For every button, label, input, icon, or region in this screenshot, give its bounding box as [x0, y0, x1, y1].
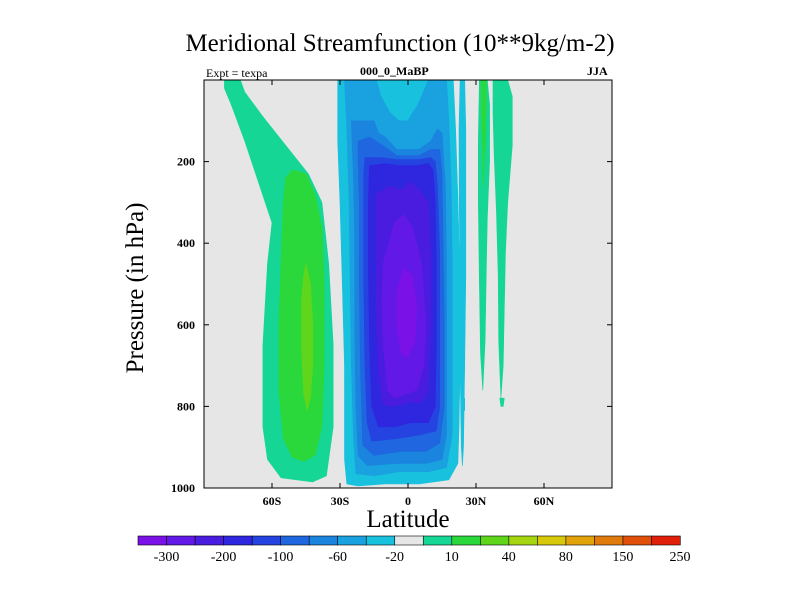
axes: 60S 30S 0 30N 60N 200 400 600 800 1000 — [171, 80, 612, 508]
colorbar-swatch — [422, 535, 453, 546]
colorbar-swatch — [622, 535, 653, 546]
colorbar-swatch — [308, 535, 339, 546]
colorbar-swatch — [280, 535, 310, 546]
colorbar-swatch — [194, 535, 225, 546]
chart-title: Meridional Streamfunction (10**9kg/m-2) — [185, 30, 615, 57]
y-tick-label: 600 — [177, 318, 195, 332]
experiment-label: Expt = texpa — [206, 66, 268, 80]
run-label: 000_0_MaBP — [360, 64, 429, 78]
season-label: JJA — [587, 64, 608, 78]
y-tick-label: 400 — [177, 236, 195, 250]
colorbar-label: -20 — [385, 550, 404, 565]
colorbar-label: -100 — [268, 550, 294, 565]
contour-nh-positive-strip — [477, 80, 490, 391]
x-tick-label: 30S — [331, 494, 350, 508]
contour-sh-positive-core — [301, 263, 314, 411]
colorbar-label: 250 — [670, 550, 691, 565]
colorbar-label: -200 — [211, 550, 237, 565]
contour-nh-positive-strip-core — [480, 80, 487, 187]
contour-layer — [224, 80, 513, 487]
x-tick-label: 0 — [405, 494, 411, 508]
colorbar: -300 -200 -100 -60 -20 10 40 80 150 250 — [137, 535, 691, 565]
colorbar-swatch — [337, 535, 367, 546]
y-tick-label: 800 — [177, 399, 195, 413]
colorbar-swatch — [223, 535, 253, 546]
colorbar-swatch — [537, 535, 567, 546]
contour-sh-positive-sliver — [230, 80, 235, 91]
contour-hadley-inner-core — [396, 267, 418, 358]
colorbar-label: 80 — [559, 550, 573, 565]
colorbar-swatch — [365, 535, 396, 546]
colorbar-label: -60 — [328, 550, 347, 565]
contour-hadley-l1-tail — [458, 80, 467, 466]
colorbar-label: -300 — [154, 550, 180, 565]
y-tick-label: 200 — [177, 155, 195, 169]
colorbar-swatch — [137, 535, 168, 546]
x-tick-label: 30N — [466, 494, 487, 508]
contour-hadley-l1-tick — [462, 397, 466, 411]
colorbar-swatch — [565, 535, 596, 546]
y-tick-label: 1000 — [171, 481, 195, 495]
x-tick-label: 60N — [534, 494, 555, 508]
colorbar-swatch — [451, 535, 481, 546]
colorbar-swatch — [251, 535, 282, 546]
colorbar-swatch — [166, 535, 196, 546]
colorbar-swatch — [651, 535, 681, 546]
colorbar-swatch — [508, 535, 538, 546]
colorbar-swatch — [394, 535, 424, 546]
colorbar-label: 40 — [502, 550, 516, 565]
colorbar-label: 150 — [612, 550, 633, 565]
x-axis-label: Latitude — [366, 506, 450, 533]
colorbar-label: 10 — [445, 550, 459, 565]
contour-nh-positive-right — [492, 80, 513, 399]
x-tick-label: 60S — [263, 494, 282, 508]
colorbar-swatch — [480, 535, 510, 546]
colorbar-swatch — [594, 535, 624, 546]
contour-nh-positive-right-b — [499, 397, 505, 407]
